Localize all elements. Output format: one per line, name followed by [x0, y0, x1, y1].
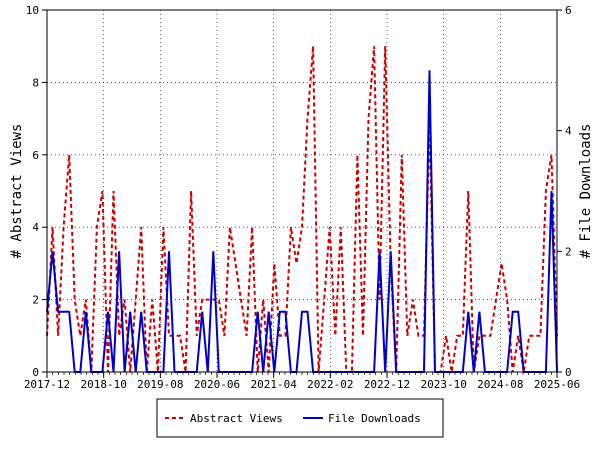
legend-label-abstract-views: Abstract Views	[190, 412, 283, 425]
x-tick-label: 2023-10	[420, 378, 466, 391]
x-tick-label: 2020-06	[194, 378, 240, 391]
y-axis-title-left: # Abstract Views	[9, 124, 25, 259]
x-tick-label: 2025-06	[534, 378, 580, 391]
y-axis-title-right: # File Downloads	[578, 124, 594, 259]
y-tick-label-right: 2	[565, 245, 572, 258]
series-layer	[46, 46, 558, 373]
y-tick-label-left: 8	[32, 76, 39, 89]
x-tick-label: 2018-10	[80, 378, 126, 391]
y-tick-label-left: 10	[26, 4, 39, 17]
x-tick-label: 2022-12	[364, 378, 410, 391]
y-tick-label-right: 0	[565, 366, 572, 379]
x-tick-label: 2019-08	[137, 378, 183, 391]
plot-frame	[46, 9, 558, 373]
legend: Abstract Views File Downloads	[156, 398, 444, 438]
x-tick-label: 2021-04	[250, 378, 297, 391]
x-tick-label: 2024-08	[477, 378, 523, 391]
y-tick-label-left: 6	[32, 149, 39, 162]
series-line-file-downloads	[46, 70, 558, 373]
y-tick-label-left: 4	[32, 221, 39, 234]
y-tick-label-right: 4	[565, 125, 572, 138]
tick-labels: 0 2 4 6 8 10 0 2 4 6 2017-12 2018-10 2019-08 2020-06 2…	[24, 4, 580, 391]
y-tick-label-left: 2	[32, 294, 39, 307]
legend-box	[156, 398, 444, 438]
y-tick-label-left: 0	[32, 366, 39, 379]
y-tick-label-right: 6	[565, 4, 572, 17]
x-tick-label: 2017-12	[24, 378, 70, 391]
grid	[47, 10, 557, 372]
series-line-abstract-views	[46, 46, 558, 373]
x-tick-label: 2022-02	[307, 378, 353, 391]
legend-label-file-downloads: File Downloads	[328, 412, 421, 425]
